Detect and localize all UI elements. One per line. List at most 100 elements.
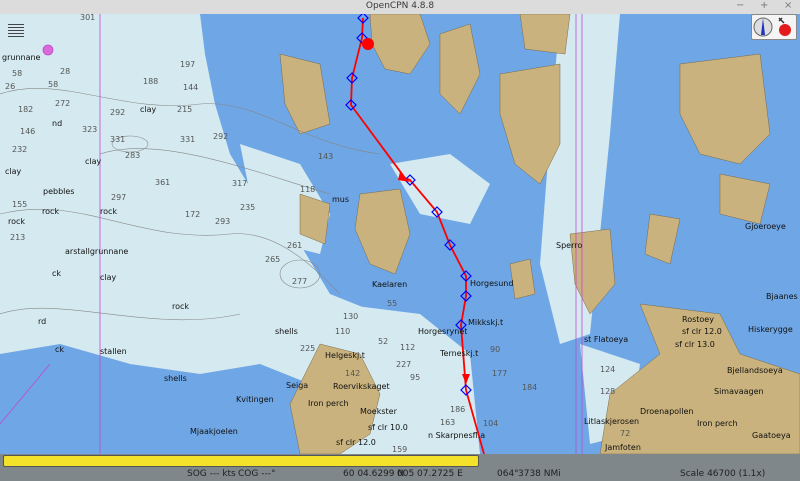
place-label: Iron perch (697, 419, 738, 428)
window-title: OpenCPN 4.8.8 (365, 1, 435, 11)
depth-sounding: 292 (110, 108, 125, 117)
depth-sounding: 215 (177, 105, 192, 114)
land (509, 258, 536, 300)
land (719, 173, 771, 225)
depth-sounding: 293 (215, 217, 230, 226)
depth-sounding: 232 (12, 145, 27, 154)
route-line (350, 17, 485, 454)
place-label: clay (140, 105, 157, 114)
depth-sounding: 331 (110, 135, 125, 144)
place-label: rock (8, 217, 25, 226)
place-label: Gjoeroeye (745, 222, 786, 231)
depth-sounding: 128 (600, 387, 615, 396)
place-label: nd (52, 119, 62, 128)
depth-sounding: 301 (80, 14, 95, 22)
place-label: Simavaagen (714, 387, 764, 396)
depth-sounding: 124 (600, 365, 615, 374)
place-label: Gaatoeya (752, 431, 791, 440)
minimize-button[interactable]: − (736, 0, 745, 11)
land (299, 193, 331, 245)
depth-sounding: 155 (12, 200, 27, 209)
place-label: clay (100, 273, 117, 282)
place-label: Horgesrynet (418, 327, 467, 336)
depth-sounding: 323 (82, 125, 97, 134)
bearing-readout: 064° (497, 469, 519, 479)
track-record-icon[interactable] (778, 17, 791, 36)
waypoint (404, 174, 416, 186)
depth-sounding: 112 (400, 343, 415, 352)
menu-icon[interactable] (8, 22, 24, 37)
waypoint (460, 384, 472, 396)
waypoint (460, 290, 472, 302)
compass-icon[interactable] (753, 17, 773, 37)
place-label: Roervikskaget (333, 382, 390, 391)
place-label: Horgesund (470, 279, 513, 288)
cog-readout: COG ---° (238, 469, 276, 479)
place-label: Rostoey (682, 315, 714, 324)
land (499, 63, 561, 185)
land (569, 228, 616, 315)
land (679, 53, 771, 165)
place-label: grunnane (2, 53, 41, 62)
place-label: clay (85, 157, 102, 166)
boundary-lines (0, 14, 583, 454)
depth-sounding: 143 (318, 152, 333, 161)
place-label: Mjaakjoelen (190, 427, 238, 436)
place-label: arstallgrunnane (65, 247, 128, 256)
place-label: sf clr 10.0 (368, 423, 408, 432)
place-label: sf clr 13.0 (675, 340, 715, 349)
place-label: Hiskerygge (748, 325, 793, 334)
depth-sounding: 104 (483, 419, 498, 428)
place-label: rock (172, 302, 189, 311)
depth-sounding: 142 (345, 369, 360, 378)
depth-sounding: 28 (60, 67, 70, 76)
depth-sounding: 184 (522, 383, 537, 392)
waypoint (346, 72, 358, 84)
depth-sounding: 235 (240, 203, 255, 212)
maximize-button[interactable]: + (760, 0, 769, 11)
place-label: Sperro (556, 241, 582, 250)
place-label: shells (164, 374, 187, 383)
waypoint (431, 206, 443, 218)
place-label: clay (5, 167, 22, 176)
place-label: Seiga (286, 381, 308, 390)
depth-sounding: 361 (155, 178, 170, 187)
waypoint (455, 319, 467, 331)
route[interactable] (345, 14, 485, 454)
latitude-readout: 60 04.6299 N (343, 469, 405, 479)
depth-sounding: 261 (287, 241, 302, 250)
chart-canvas[interactable]: grunnane clay clay clay clay pebbles roc… (0, 14, 800, 454)
waypoints (345, 14, 472, 396)
place-label: sf clr 12.0 (336, 438, 376, 447)
place-label: Litlaskjerosen (584, 417, 639, 426)
title-bar: OpenCPN 4.8.8 − + × (0, 0, 800, 15)
place-label: ck (55, 345, 64, 354)
land (519, 14, 571, 55)
depth-sounding: 292 (213, 132, 228, 141)
land (439, 23, 481, 115)
depth-sounding: 177 (492, 369, 507, 378)
water-area (310, 14, 360, 54)
place-label: Kvitingen (236, 395, 274, 404)
place-label: stallen (100, 347, 127, 356)
place-label: mus (332, 195, 349, 204)
place-label: Moekster (360, 407, 398, 416)
water-areas (0, 14, 800, 454)
land (644, 213, 681, 265)
depth-sounding: 297 (111, 193, 126, 202)
place-labels: grunnane clay clay clay clay pebbles roc… (2, 53, 798, 452)
status-bar: SOG --- kts COG ---° 60 04.6299 N 005 07… (0, 467, 800, 481)
depth-contours (0, 88, 381, 321)
place-label: rd (38, 317, 46, 326)
close-button[interactable]: × (784, 0, 793, 11)
route-start-icon (362, 38, 374, 50)
depth-sounding: 55 (387, 299, 397, 308)
place-label: Bjellandsoeya (727, 366, 783, 375)
depth-sounding: 277 (292, 277, 307, 286)
progress-bar (3, 455, 479, 467)
depth-sounding: 26 (5, 82, 15, 91)
place-label: st Flatoeya (584, 335, 628, 344)
land (279, 53, 331, 135)
depth-sounding: 213 (10, 233, 25, 242)
place-label: Terneskj.t (439, 349, 478, 358)
